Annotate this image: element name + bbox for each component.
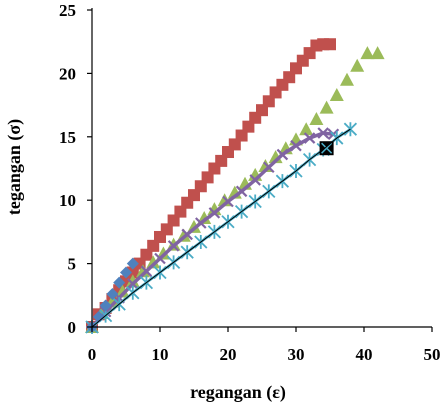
triangle-marker (340, 72, 354, 86)
x-marker (154, 252, 166, 265)
triangle-marker (197, 210, 212, 224)
x-tick-label: 0 (88, 345, 97, 364)
x-marker (263, 161, 275, 174)
x-marker (249, 174, 261, 186)
x-marker (167, 240, 180, 252)
x-marker (140, 265, 153, 277)
triangle-marker (309, 112, 324, 126)
triangle-marker (299, 122, 314, 136)
y-tick-label: 10 (59, 191, 76, 210)
diamond-marker (113, 276, 126, 289)
triangle-marker (319, 100, 334, 114)
x-marker (235, 185, 248, 198)
diamond-marker (120, 266, 132, 279)
y-tick-label: 25 (59, 1, 76, 20)
square-marker (324, 38, 336, 51)
x-marker (208, 207, 221, 219)
diamond-marker (106, 288, 119, 301)
x-axis-ticks: 0 10 20 30 40 50 (88, 327, 441, 364)
triangle-marker (329, 87, 344, 101)
y-axis-title: tegangan (σ) (4, 119, 25, 215)
x-tick-label: 30 (288, 345, 305, 364)
y-axis-ticks: 0 5 10 15 20 25 (59, 1, 92, 337)
x-marker (290, 139, 302, 152)
triangle-marker (360, 46, 375, 60)
y-tick-label: 5 (68, 255, 77, 274)
x-marker (303, 132, 316, 144)
diamond-marker (92, 310, 105, 323)
triangle-marker (146, 255, 161, 269)
y-tick-label: 15 (59, 128, 76, 147)
y-tick-label: 20 (59, 64, 76, 83)
triangle-marker (115, 284, 130, 298)
x-marker (276, 148, 289, 161)
triangle-marker (156, 246, 171, 260)
triangle-marker (370, 46, 385, 60)
y-tick-label: 0 (68, 318, 77, 337)
x-marker (195, 217, 207, 229)
x-tick-label: 40 (356, 345, 373, 364)
x-tick-label: 20 (220, 345, 237, 364)
diamond-marker (126, 257, 139, 270)
triangle-marker (136, 264, 150, 278)
triangle-marker (350, 58, 365, 72)
x-tick-label: 50 (424, 345, 441, 364)
triangle-marker (125, 274, 140, 288)
x-marker (181, 228, 193, 241)
x-axis-title: regangan (ε) (190, 382, 286, 403)
x-marker (317, 127, 329, 139)
trend-line (91, 128, 351, 328)
diamond-marker (99, 299, 112, 312)
plot-marks (85, 38, 385, 334)
x-marker (222, 195, 234, 208)
x-tick-label: 10 (152, 345, 169, 364)
filled-square-marker (319, 141, 334, 156)
x-marker (127, 278, 139, 290)
